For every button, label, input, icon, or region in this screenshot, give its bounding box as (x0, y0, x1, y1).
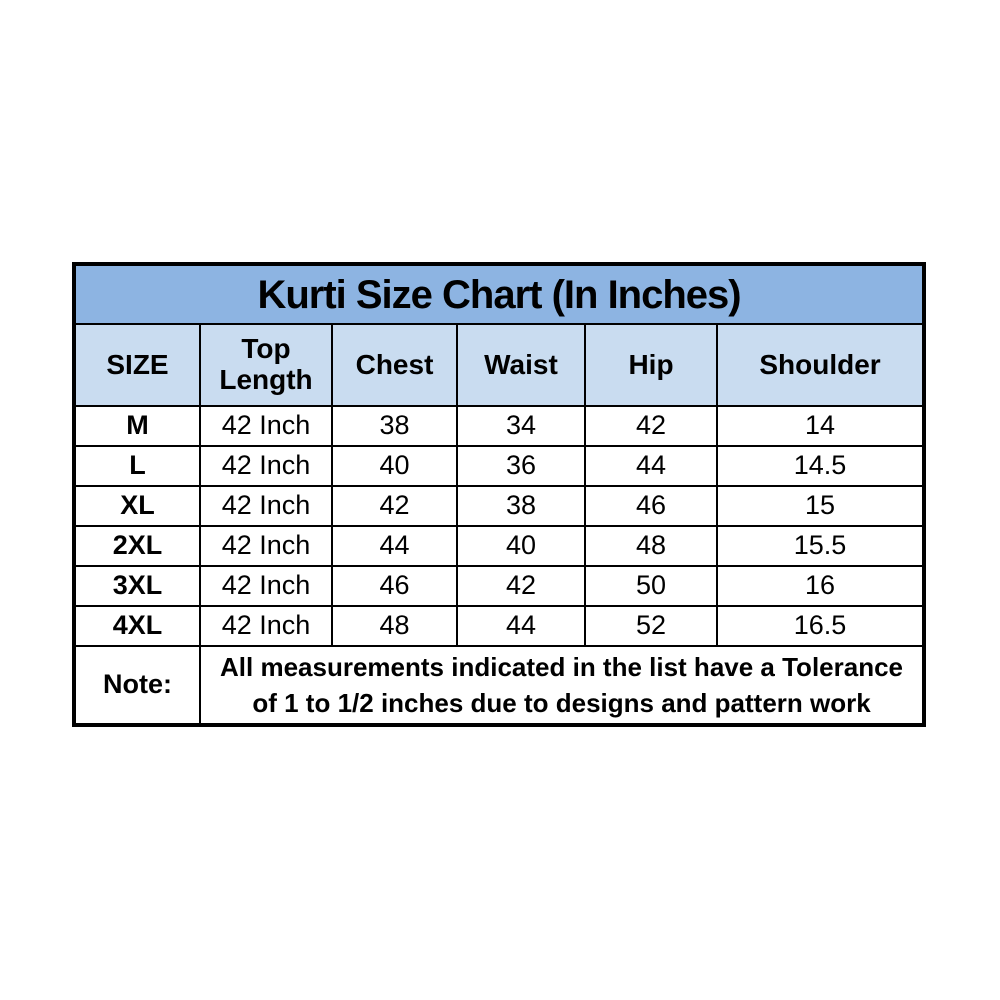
size-value: M (73, 405, 201, 447)
hip-value: 44 (584, 445, 718, 487)
top-length-value: 42 Inch (199, 405, 333, 447)
size-chart-table: Kurti Size Chart (In Inches) SIZE Top Le… (72, 262, 927, 727)
chart-title: Kurti Size Chart (In Inches) (72, 263, 926, 325)
note-text-line-1: All measurements indicated in the list h… (220, 651, 904, 682)
chest-value: 42 (331, 485, 458, 527)
column-header-top-length: Top Length (199, 323, 333, 407)
table-row-3xl: 3XL 42 Inch 46 42 50 16 (73, 565, 926, 607)
size-value: 3XL (73, 565, 201, 607)
note-text-line-2: of 1 to 1/2 inches due to designs and pa… (252, 688, 871, 718)
chest-value: 44 (331, 525, 458, 567)
column-header-chest: Chest (331, 323, 458, 407)
column-header-waist: Waist (456, 323, 586, 407)
waist-value: 42 (456, 565, 586, 607)
top-length-value: 42 Inch (199, 565, 333, 607)
column-header-hip: Hip (584, 323, 718, 407)
table-row-m: M 42 Inch 38 34 42 14 (73, 405, 926, 447)
top-length-value: 42 Inch (199, 525, 333, 567)
size-value: XL (73, 485, 201, 527)
shoulder-value: 14 (715, 405, 926, 447)
top-length-value: 42 Inch (199, 485, 333, 527)
chest-value: 40 (331, 445, 458, 487)
column-header-size: SIZE (73, 323, 201, 407)
hip-value: 52 (584, 605, 718, 647)
chest-value: 48 (331, 605, 458, 647)
table-row-xl: XL 42 Inch 42 38 46 15 (73, 485, 926, 527)
table-row-4xl: 4XL 42 Inch 48 44 52 16.5 (73, 605, 926, 647)
waist-value: 40 (456, 525, 586, 567)
title-row: Kurti Size Chart (In Inches) (72, 263, 926, 325)
shoulder-value: 14.5 (715, 445, 926, 487)
size-value: 4XL (73, 605, 201, 647)
hip-value: 48 (584, 525, 718, 567)
waist-value: 34 (456, 405, 586, 447)
hip-value: 50 (584, 565, 718, 607)
chest-value: 38 (331, 405, 458, 447)
table-row-2xl: 2XL 42 Inch 44 40 48 15.5 (73, 525, 926, 567)
shoulder-value: 16.5 (715, 605, 926, 647)
table-row-l: L 42 Inch 40 36 44 14.5 (73, 445, 926, 487)
hip-value: 42 (584, 405, 718, 447)
top-length-value: 42 Inch (199, 605, 333, 647)
note-row: Note: All measurements indicated in the … (73, 645, 926, 726)
size-value: 2XL (73, 525, 201, 567)
note-text: All measurements indicated in the list h… (198, 645, 926, 726)
header-row: SIZE Top Length Chest Waist Hip Shoulder (73, 323, 926, 407)
chest-value: 46 (331, 565, 458, 607)
size-value: L (73, 445, 201, 487)
top-length-value: 42 Inch (199, 445, 333, 487)
hip-value: 46 (584, 485, 718, 527)
column-header-shoulder: Shoulder (715, 323, 926, 407)
shoulder-value: 15.5 (715, 525, 926, 567)
waist-value: 44 (456, 605, 586, 647)
note-label: Note: (73, 645, 201, 726)
waist-value: 36 (456, 445, 586, 487)
waist-value: 38 (456, 485, 586, 527)
shoulder-value: 15 (715, 485, 926, 527)
shoulder-value: 16 (715, 565, 926, 607)
